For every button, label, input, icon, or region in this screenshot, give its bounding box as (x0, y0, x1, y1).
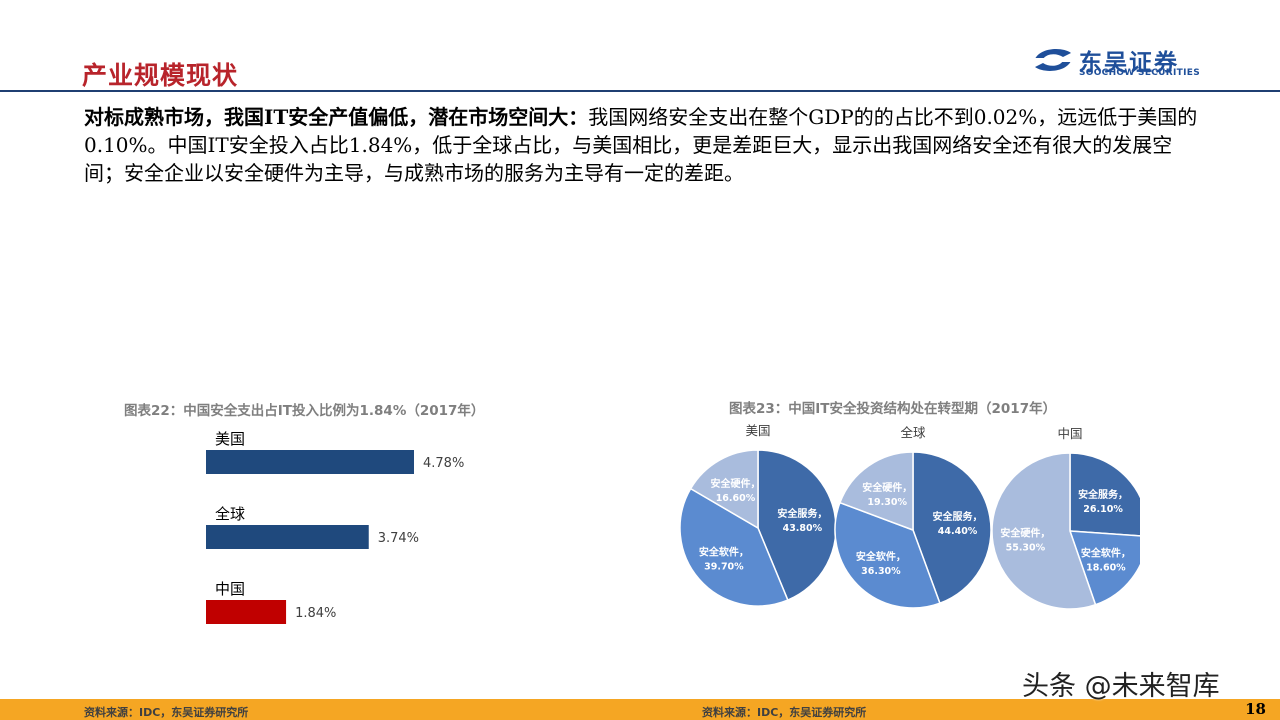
pie-slice-value: 16.60% (716, 493, 756, 504)
pie-title: 全球 (900, 425, 926, 440)
pie-slice-label: 安全硬件， (862, 481, 912, 494)
pie-slice (679, 487, 789, 607)
pie-slice-value: 36.30% (861, 566, 901, 577)
pie-slice-label: 安全软件， (1081, 547, 1131, 560)
company-logo: 东吴证券 SOOCHOW SECURITIES (1033, 43, 1223, 79)
title-divider (0, 90, 1280, 92)
pie-slice (838, 451, 914, 532)
bar-value-label: 1.84% (295, 606, 336, 621)
pie-slice-value: 19.30% (867, 497, 907, 508)
summary-text: 我国网络安全支出在整个GDP的的占比不到0.02%，远远低于美国的0.10%。中… (84, 105, 1198, 185)
pie-slice (757, 449, 837, 602)
watermark: 头条 @未来智库 (1022, 671, 1220, 702)
figure-22-title: 图表22：中国安全支出占IT投入比例为1.84%（2017年） (124, 403, 485, 419)
bar-value-label: 4.78% (423, 456, 464, 471)
pie-slice (834, 501, 941, 609)
pie-slice-label: 安全硬件， (1000, 526, 1050, 539)
logo-chinese-name: 东吴证券 (1079, 50, 1179, 76)
bar-category-label: 全球 (215, 505, 245, 523)
bar (206, 600, 287, 624)
summary-paragraph: 对标成熟市场，我国IT安全产值偏低，潜在市场空间大：我国网络安全支出在整个GDP… (84, 103, 1204, 187)
pie-slice-label: 安全服务， (1078, 488, 1128, 501)
pie-title: 美国 (745, 423, 770, 438)
pie-title: 中国 (1057, 426, 1082, 441)
pie-slice-value: 55.30% (1006, 542, 1046, 553)
pie-slice (1068, 530, 1140, 606)
footer-bar (0, 699, 1280, 720)
page-title: 产业规模现状 (82, 61, 239, 90)
bar (206, 525, 369, 549)
scs-logo-icon (1035, 49, 1071, 71)
figure-23-title: 图表23：中国IT安全投资结构处在转型期（2017年） (729, 401, 1057, 417)
pie-slice (912, 451, 992, 605)
pie-slice-label: 安全硬件， (710, 477, 760, 490)
bar-value-label: 3.74% (378, 531, 419, 546)
pie-slice-label: 安全服务， (777, 507, 827, 520)
source-note-left: 资料来源：IDC，东吴证券研究所 (84, 706, 249, 719)
pie-slice-value: 18.60% (1086, 563, 1126, 574)
pie-slice-value: 26.10% (1083, 504, 1123, 515)
pie-slice-value: 43.80% (783, 523, 823, 534)
logo-english-name: SOOCHOW SECURITIES (1079, 68, 1200, 78)
bar-chart: 美国 4.78% 全球 3.74% 中国 1.84% (206, 430, 464, 624)
pie-slice-value: 39.70% (704, 562, 744, 573)
pie-slice (1069, 452, 1140, 537)
bar (206, 450, 414, 474)
summary-lead: 对标成熟市场，我国IT安全产值偏低，潜在市场空间大： (84, 105, 589, 129)
source-note-right: 资料来源：IDC，东吴证券研究所 (702, 706, 867, 719)
pie-slice-label: 安全软件， (856, 550, 906, 563)
pie-slice-label: 安全软件， (699, 546, 749, 559)
bar-category-label: 中国 (215, 580, 245, 598)
pie-slice (991, 452, 1097, 610)
pie-slice-label: 安全服务， (933, 510, 983, 523)
page-number: 18 (1245, 700, 1266, 718)
pie-slice-value: 44.40% (938, 526, 978, 537)
pie-slice (689, 449, 759, 530)
bar-category-label: 美国 (215, 430, 245, 448)
